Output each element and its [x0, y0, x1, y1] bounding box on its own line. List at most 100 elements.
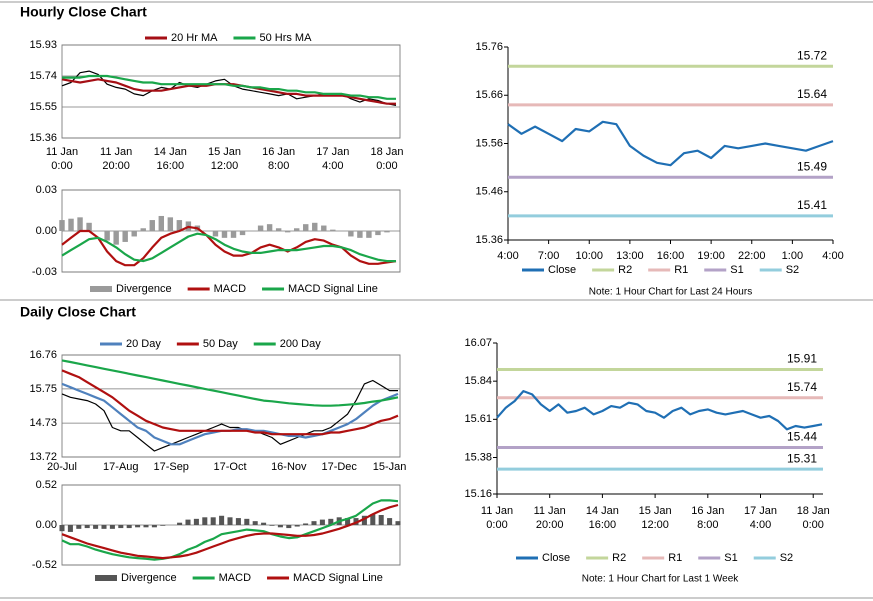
divergence-bar	[185, 519, 191, 525]
level-label: 15.64	[797, 87, 827, 101]
x-tick-label: 11 Jan	[46, 146, 78, 158]
legend-label: Close	[542, 552, 570, 564]
divergence-bar	[131, 231, 137, 237]
y-tick-label: 14.73	[29, 417, 57, 429]
x-tick-label: 10:00	[575, 250, 603, 262]
x-tick-label: 0:00	[486, 519, 507, 531]
divergence-bar	[275, 228, 282, 231]
divergence-bar	[77, 217, 83, 231]
divergence-bar	[104, 231, 110, 241]
legend-label: R2	[612, 552, 626, 564]
divergence-bar	[312, 222, 318, 231]
x-tick-label: 11 Jan	[481, 505, 513, 517]
legend-label: R2	[618, 264, 632, 276]
legend-label: R1	[668, 552, 682, 564]
divergence-bar	[294, 525, 300, 527]
y-tick-label: 16.76	[29, 349, 57, 361]
divergence-bar	[239, 231, 246, 236]
y-tick-label: 13.72	[29, 451, 57, 463]
x-tick-label: 4:00	[822, 250, 843, 262]
divergence-bar	[59, 525, 65, 532]
x-tick-label: 8:00	[268, 160, 289, 172]
y-tick-label: 15.55	[29, 101, 57, 113]
divergence-bar	[387, 518, 393, 525]
divergence-bar	[126, 525, 132, 529]
divergence-bar	[143, 525, 149, 528]
divergence-bar	[375, 231, 381, 236]
legend-label: MACD	[219, 572, 251, 584]
legend-label: 20 Day	[126, 338, 161, 350]
divergence-bar	[321, 225, 327, 231]
x-tick-label: 20:00	[102, 160, 130, 172]
divergence-bar	[86, 222, 92, 231]
y-tick-label: 15.61	[464, 413, 492, 425]
y-tick-label: 15.84	[464, 375, 492, 387]
divergence-bar	[76, 525, 82, 529]
divergence-bar	[293, 228, 300, 231]
chart-note: Note: 1 Hour Chart for Last 24 Hours	[589, 287, 752, 298]
y-tick-label: 0.52	[36, 479, 57, 491]
legend-label: R1	[674, 264, 688, 276]
x-tick-label: 4:00	[497, 250, 518, 262]
y-tick-label: 0.00	[36, 519, 57, 531]
level-label: 15.49	[797, 159, 827, 173]
x-tick-label: 7:00	[538, 250, 559, 262]
divergence-bar	[176, 220, 183, 231]
legend-label: S1	[730, 264, 743, 276]
series-line	[496, 390, 823, 431]
x-tick-label: 1:00	[782, 250, 803, 262]
divergence-bar	[319, 519, 325, 525]
y-tick-label: 15.75	[29, 383, 57, 395]
divergence-bar	[151, 525, 157, 528]
series-line	[61, 232, 396, 263]
y-tick-label: 0.03	[36, 184, 57, 196]
divergence-bar	[345, 518, 351, 525]
y-tick-label: 15.66	[475, 89, 503, 101]
divergence-bar	[122, 231, 128, 242]
x-tick-label: 16-Nov	[271, 461, 307, 473]
divergence-bar	[284, 231, 291, 233]
x-tick-label: 19:00	[697, 250, 725, 262]
series-line	[62, 74, 396, 100]
divergence-bar	[384, 231, 390, 233]
divergence-bar	[149, 220, 155, 231]
series-line	[61, 369, 399, 436]
legend-label: 20 Hr MA	[171, 32, 218, 44]
divergence-bar	[84, 525, 90, 529]
y-tick-label: -0.03	[32, 266, 57, 278]
y-tick-label: 15.16	[464, 488, 492, 500]
divergence-bar	[221, 231, 228, 238]
x-tick-label: 17-Aug	[103, 461, 138, 473]
divergence-bar	[140, 228, 146, 231]
y-tick-label: 15.36	[475, 234, 503, 246]
divergence-bar	[227, 517, 233, 525]
x-tick-label: 13:00	[616, 250, 644, 262]
x-tick-label: 18 Jan	[370, 146, 403, 158]
divergence-bar	[266, 224, 273, 231]
y-tick-label: -0.52	[32, 559, 57, 571]
divergence-bar	[230, 231, 237, 238]
y-tick-label: 15.38	[464, 451, 492, 463]
section-title: Hourly Close Chart	[20, 4, 147, 20]
divergence-bar	[210, 517, 216, 525]
y-tick-label: 15.46	[475, 186, 503, 198]
x-tick-label: 4:00	[750, 519, 771, 531]
legend-label: 50 Day	[203, 338, 238, 350]
divergence-bar	[330, 229, 336, 231]
divergence-bar	[261, 522, 267, 525]
divergence-bar	[361, 515, 367, 525]
legend-label: MACD	[214, 283, 246, 295]
x-tick-label: 16 Jan	[691, 505, 724, 517]
legend-label: Divergence	[116, 283, 172, 295]
series-line	[61, 503, 399, 560]
divergence-bar	[202, 517, 208, 525]
legend-label: Close	[548, 264, 576, 276]
divergence-bar	[109, 525, 115, 529]
x-tick-label: 22:00	[738, 250, 766, 262]
legend-label: MACD Signal Line	[293, 572, 383, 584]
x-tick-label: 14 Jan	[586, 505, 619, 517]
level-label: 15.44	[787, 430, 817, 444]
x-tick-label: 18 Jan	[797, 505, 830, 517]
level-label: 15.91	[787, 352, 817, 366]
